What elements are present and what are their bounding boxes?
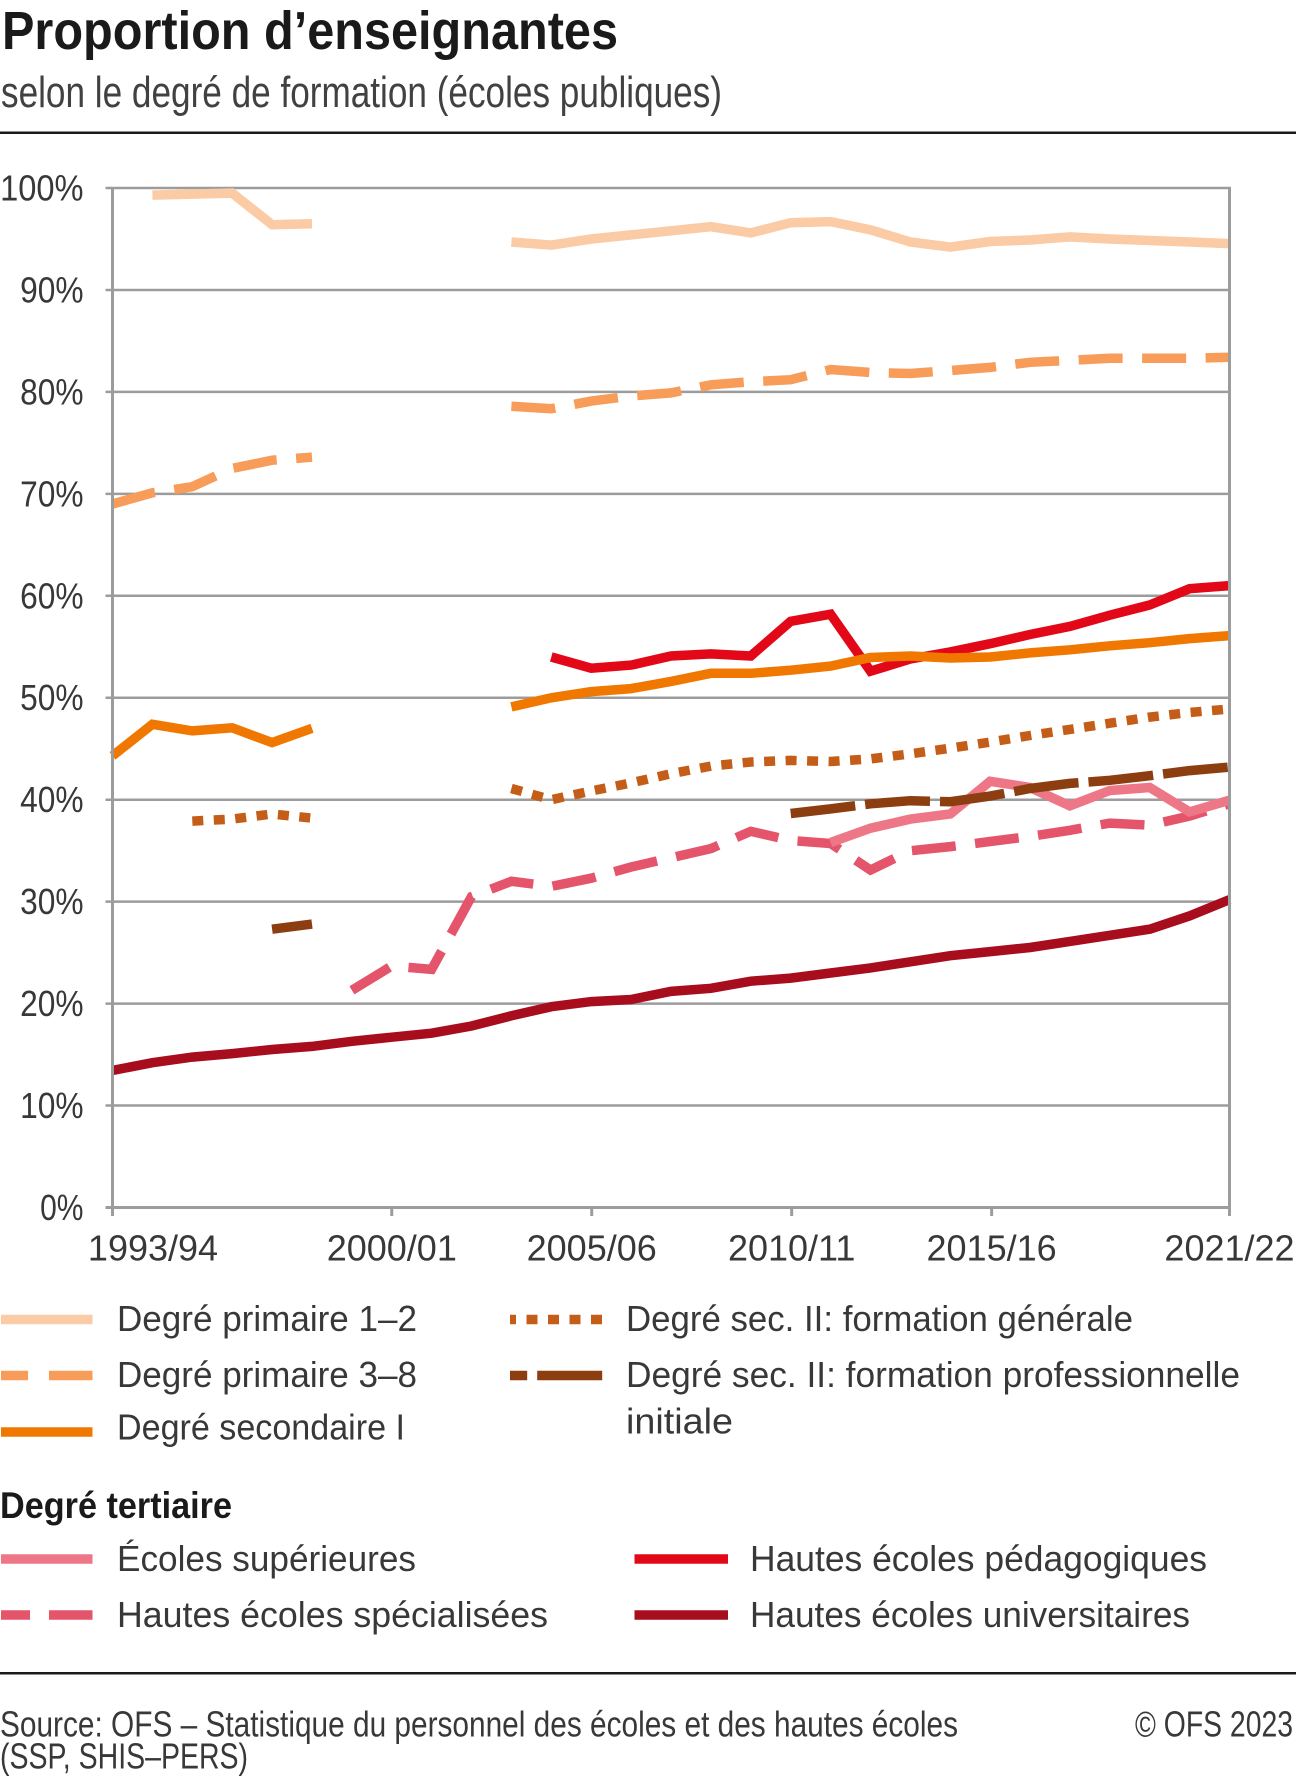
svg-text:60%: 60% <box>20 575 83 616</box>
svg-text:1993/94: 1993/94 <box>88 1228 218 1269</box>
svg-text:30%: 30% <box>20 881 83 922</box>
svg-text:Degré sec. II: formation génér: Degré sec. II: formation générale <box>626 1298 1133 1339</box>
svg-text:Degré sec. II: formation profe: Degré sec. II: formation professionnelle <box>626 1354 1240 1395</box>
svg-text:(SSP, SHIS–PERS): (SSP, SHIS–PERS) <box>0 1736 248 1776</box>
svg-text:100%: 100% <box>0 168 83 209</box>
svg-text:10%: 10% <box>20 1085 83 1126</box>
svg-text:Degré secondaire I: Degré secondaire I <box>117 1407 405 1448</box>
svg-text:2010/11: 2010/11 <box>728 1228 855 1269</box>
svg-text:selon le degré de formation (é: selon le degré de formation (écoles publ… <box>1 68 722 117</box>
svg-text:Écoles supérieures: Écoles supérieures <box>117 1538 416 1579</box>
svg-text:Proportion d’enseignantes: Proportion d’enseignantes <box>2 1 618 61</box>
svg-text:2000/01: 2000/01 <box>327 1228 457 1269</box>
svg-text:Degré primaire 1–2: Degré primaire 1–2 <box>117 1298 417 1339</box>
svg-text:2021/22: 2021/22 <box>1164 1228 1294 1269</box>
svg-text:50%: 50% <box>20 677 83 718</box>
svg-text:Degré tertiaire: Degré tertiaire <box>0 1485 232 1526</box>
svg-text:Degré primaire 3–8: Degré primaire 3–8 <box>117 1354 417 1395</box>
svg-text:© OFS 2023: © OFS 2023 <box>1135 1704 1293 1745</box>
svg-text:0%: 0% <box>40 1187 83 1228</box>
svg-text:40%: 40% <box>20 779 83 820</box>
svg-text:Hautes écoles pédagogiques: Hautes écoles pédagogiques <box>750 1538 1207 1579</box>
svg-text:20%: 20% <box>20 983 83 1024</box>
svg-text:70%: 70% <box>20 473 83 514</box>
svg-text:Source: OFS – Statistique du p: Source: OFS – Statistique du personnel d… <box>0 1704 958 1745</box>
svg-text:Hautes écoles universitaires: Hautes écoles universitaires <box>750 1594 1190 1635</box>
svg-text:80%: 80% <box>20 371 83 412</box>
svg-text:Hautes écoles spécialisées: Hautes écoles spécialisées <box>117 1594 548 1635</box>
svg-text:2015/16: 2015/16 <box>927 1228 1057 1269</box>
svg-text:90%: 90% <box>20 269 83 310</box>
svg-text:2005/06: 2005/06 <box>527 1228 657 1269</box>
svg-text:initiale: initiale <box>626 1401 733 1442</box>
